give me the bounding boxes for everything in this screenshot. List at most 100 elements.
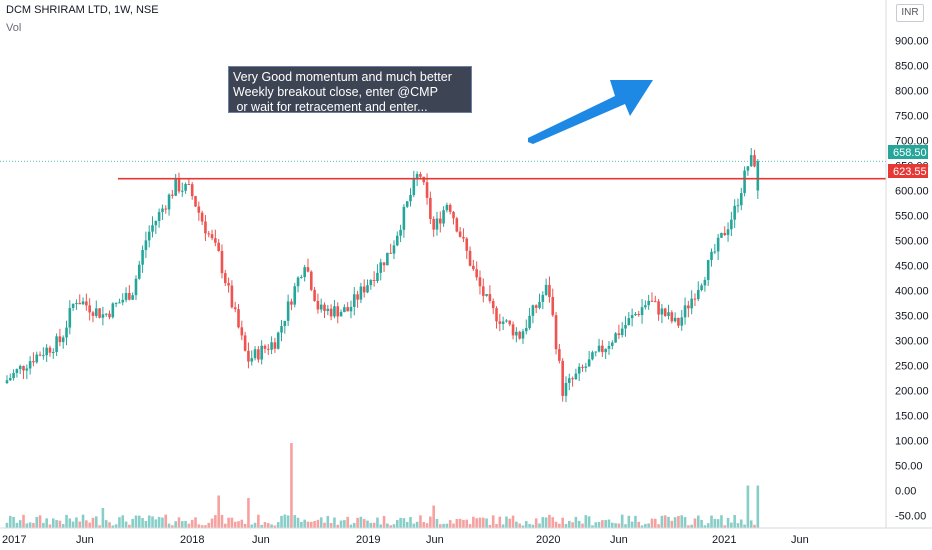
candle-body <box>541 294 545 302</box>
currency-button[interactable]: INR <box>896 4 924 22</box>
time-tick-label: 2018 <box>180 534 204 546</box>
candle-body <box>472 265 475 270</box>
volume-bar <box>660 515 664 528</box>
candle-body <box>276 332 280 349</box>
volume-bar <box>303 519 306 528</box>
volume-bar <box>425 523 429 528</box>
candle-body <box>144 240 148 250</box>
volume-bar <box>118 517 121 528</box>
volume-bar <box>455 519 459 528</box>
volume-bar <box>200 525 204 528</box>
volume-bar <box>316 519 320 528</box>
volume-bar <box>657 524 660 528</box>
volume-bar <box>343 520 346 528</box>
candle-body <box>336 306 340 317</box>
volume-bar <box>190 519 194 528</box>
candle-body <box>554 315 558 350</box>
volume-bar <box>131 518 134 528</box>
candle-body <box>753 155 756 167</box>
volume-bar <box>18 520 22 528</box>
candle-body <box>280 326 283 333</box>
candle-body <box>293 286 297 305</box>
volume-bar <box>726 517 730 528</box>
volume-bar <box>336 524 340 528</box>
candle-body <box>610 342 614 346</box>
volume-bar <box>564 524 568 528</box>
volume-bar <box>531 524 535 528</box>
volume-bar <box>306 521 310 528</box>
candle-body <box>273 342 277 349</box>
volume-bar <box>693 518 697 528</box>
volume-bar <box>710 515 713 528</box>
candle-body <box>180 190 184 192</box>
price-tick-label: 800.00 <box>895 86 929 98</box>
candle-body <box>667 312 670 316</box>
candle-body <box>524 328 528 332</box>
candle-body <box>521 331 525 339</box>
candle-body <box>48 347 52 353</box>
candle-body <box>290 301 293 305</box>
annotation-note[interactable]: Very Good momentum and much better Weekl… <box>228 66 472 114</box>
candle-body <box>147 231 151 241</box>
volume-bar <box>187 523 191 528</box>
candle-body <box>154 221 158 226</box>
candle-body <box>81 301 85 305</box>
candle-body <box>85 301 88 306</box>
candle-body <box>739 193 743 206</box>
candle-body <box>171 194 174 196</box>
candle-body <box>339 312 343 317</box>
volume-bar <box>220 514 224 528</box>
volume-bar <box>445 523 449 528</box>
candle-body <box>442 210 445 224</box>
candle-body <box>673 317 677 322</box>
volume-bar <box>167 523 171 528</box>
volume-bar <box>177 517 181 528</box>
candle-body <box>313 289 316 301</box>
candle-body <box>475 269 478 278</box>
volume-bar <box>114 524 118 528</box>
price-tick-label: 150.00 <box>895 411 929 423</box>
price-tick-label: 0.00 <box>895 486 916 498</box>
volume-bar <box>488 524 492 528</box>
candle-body <box>564 382 568 396</box>
time-axis[interactable]: 2017 Jun 2018 Jun 2019 Jun 2020 Jun 2021 Jun <box>2 534 809 546</box>
candle-body <box>445 204 449 211</box>
candle-body <box>429 197 432 219</box>
candle-body <box>309 271 313 290</box>
trend-arrow[interactable] <box>528 80 653 144</box>
volume-bar <box>270 524 273 528</box>
volume-bar <box>448 520 452 528</box>
volume-bar <box>481 517 485 528</box>
candle-body <box>151 225 154 232</box>
candle-body <box>409 195 412 202</box>
volume-bar <box>75 517 78 528</box>
volume-bar <box>61 524 65 528</box>
volume-bar <box>157 516 161 528</box>
candle-body <box>455 218 459 232</box>
volume-bar <box>690 524 693 528</box>
candle-body <box>730 219 733 230</box>
volume-bar <box>58 520 62 528</box>
candle-body <box>644 305 647 308</box>
candle-body <box>257 349 260 360</box>
current-price-badge: 658.50 <box>888 145 928 159</box>
volume-bar <box>749 520 753 528</box>
candle-body <box>104 313 108 315</box>
price-axis[interactable]: 900.00850.00800.00750.00700.00650.00600.… <box>895 36 929 523</box>
volume-bar <box>382 515 386 528</box>
candle-body <box>137 264 141 279</box>
candle-body <box>640 307 644 316</box>
price-tick-label: -50.00 <box>895 511 926 523</box>
candle-body <box>346 307 349 312</box>
price-tick-label: 350.00 <box>895 311 929 323</box>
plot-area <box>5 147 760 403</box>
volume-bar <box>68 518 72 528</box>
volume-bar <box>237 521 240 528</box>
volume-bar <box>28 522 32 528</box>
candle-body <box>706 260 710 280</box>
volume-bar <box>630 521 634 528</box>
volume-bar <box>329 523 333 528</box>
volume-bar <box>687 525 690 528</box>
candle-body <box>498 321 502 324</box>
